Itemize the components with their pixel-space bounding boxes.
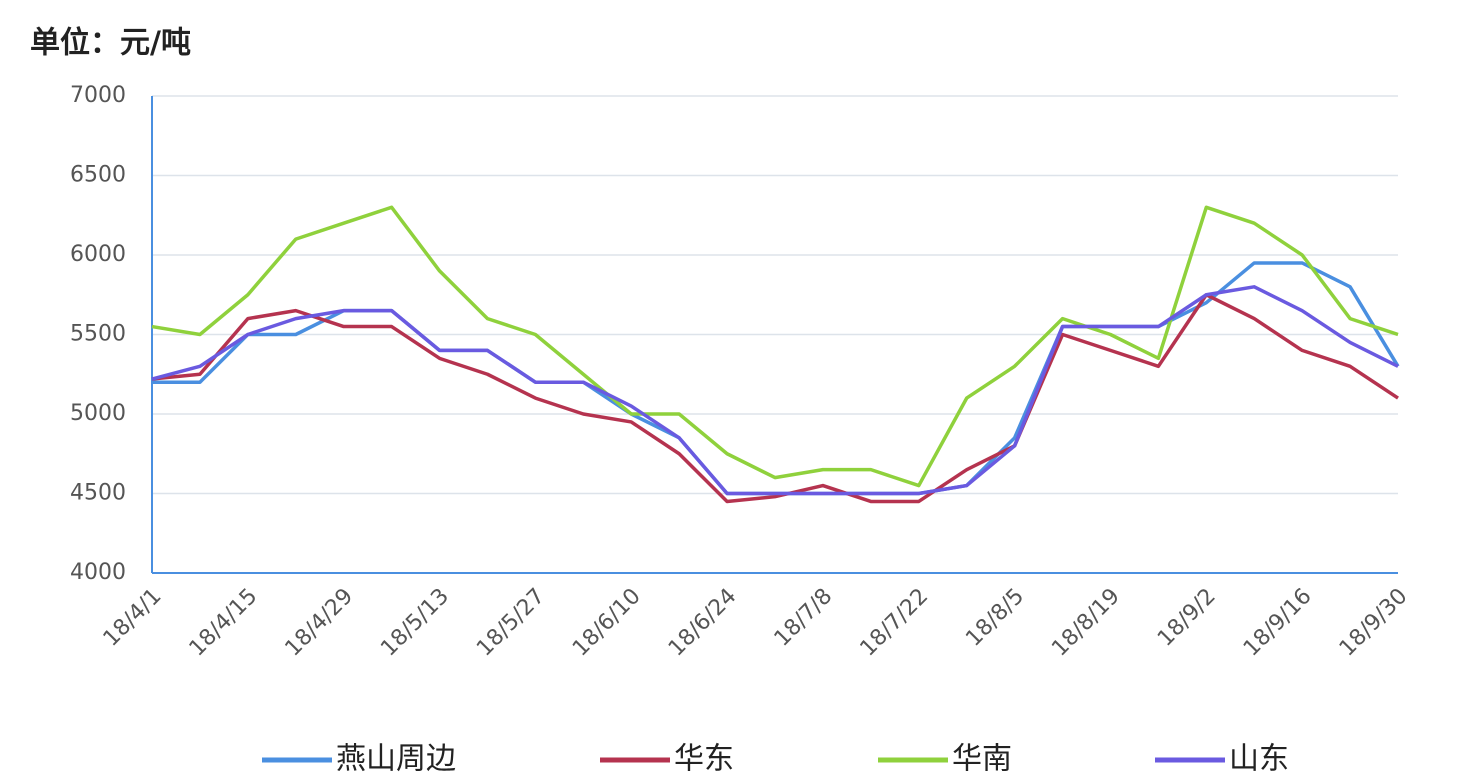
y-tick-label: 4000 bbox=[70, 560, 126, 585]
x-tick-label: 18/4/1 bbox=[99, 584, 167, 652]
legend-label: 华南 bbox=[952, 742, 1012, 777]
x-tick-label: 18/7/8 bbox=[770, 584, 838, 652]
x-tick-label: 18/8/5 bbox=[961, 584, 1029, 652]
x-tick-label: 18/7/22 bbox=[856, 584, 934, 662]
x-tick-label: 18/4/15 bbox=[185, 584, 263, 662]
chart-title: 单位：元/吨 bbox=[30, 26, 191, 61]
series-line bbox=[151, 293, 1399, 504]
x-tick-label: 18/5/13 bbox=[376, 584, 454, 662]
legend-label: 华东 bbox=[674, 742, 734, 777]
x-tick-label: 18/4/29 bbox=[281, 584, 359, 662]
y-tick-label: 7000 bbox=[70, 83, 126, 108]
x-tick-label: 18/5/27 bbox=[472, 584, 550, 662]
series-line bbox=[151, 205, 1399, 488]
x-tick-label: 18/9/16 bbox=[1239, 584, 1317, 662]
x-tick-label: 18/6/24 bbox=[664, 584, 742, 662]
y-tick-label: 6000 bbox=[70, 242, 126, 267]
x-tick-label: 18/9/2 bbox=[1153, 584, 1221, 652]
legend-label: 山东 bbox=[1229, 742, 1289, 777]
legend-label: 燕山周边 bbox=[336, 742, 456, 777]
y-tick-label: 6500 bbox=[70, 163, 126, 188]
y-tick-label: 5000 bbox=[70, 401, 126, 426]
y-tick-label: 5500 bbox=[70, 322, 126, 347]
x-tick-label: 18/6/10 bbox=[568, 584, 646, 662]
x-tick-label: 18/8/19 bbox=[1047, 584, 1125, 662]
x-tick-label: 18/9/30 bbox=[1335, 584, 1413, 662]
y-tick-label: 4500 bbox=[70, 481, 126, 506]
series-line bbox=[151, 285, 1399, 496]
